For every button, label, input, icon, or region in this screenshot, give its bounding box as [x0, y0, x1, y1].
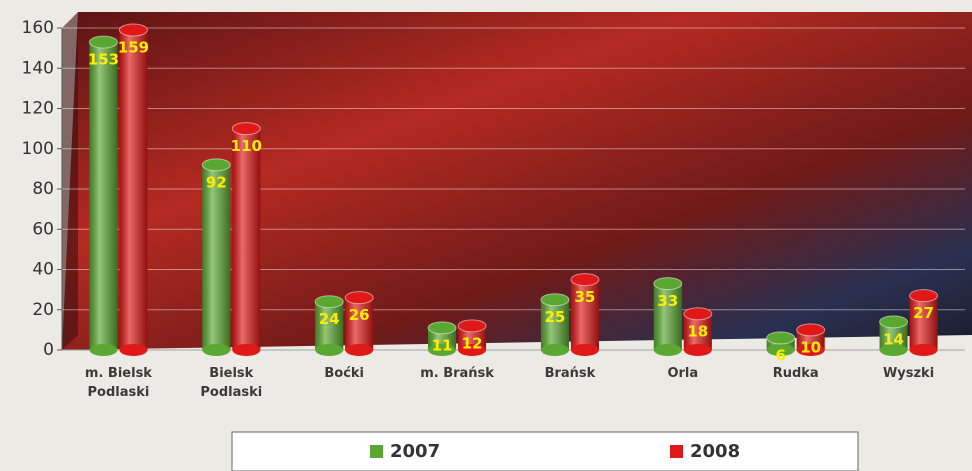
bar-base: [345, 344, 374, 356]
side-wall: [62, 12, 78, 350]
bar-base: [119, 344, 148, 356]
value-label: 6: [775, 346, 785, 364]
bar-top: [683, 307, 713, 321]
bar-shading: [232, 128, 261, 350]
bar-base: [89, 344, 118, 356]
y-tick-label: 0: [43, 340, 54, 360]
bar-top: [344, 291, 374, 305]
bar-shading: [119, 30, 148, 350]
bar-top: [796, 323, 826, 337]
value-label: 153: [88, 51, 119, 69]
bar-shading: [570, 279, 599, 350]
background-photo: [62, 12, 972, 350]
x-tick-label: Rudka: [772, 366, 819, 381]
bar-top: [427, 321, 457, 335]
y-tick-label: 100: [22, 139, 54, 159]
value-label: 33: [657, 292, 678, 310]
bar-top: [909, 289, 939, 303]
bar-base: [653, 344, 682, 356]
bar-top: [766, 331, 796, 345]
y-tick-label: 60: [32, 219, 54, 239]
legend-swatch: [670, 445, 683, 458]
bar-shading: [909, 295, 938, 350]
value-label: 12: [462, 334, 483, 352]
bar-top: [118, 23, 148, 37]
legend-label: 2008: [690, 441, 740, 462]
value-label: 14: [883, 330, 904, 348]
bar-base: [879, 344, 908, 356]
bar-top: [540, 293, 570, 307]
bar-base: [766, 344, 795, 356]
value-label: 26: [349, 306, 370, 324]
value-label: 92: [206, 173, 227, 191]
value-label: 27: [913, 304, 934, 322]
bar-base: [683, 344, 712, 356]
value-label: 18: [687, 322, 708, 340]
y-tick-label: 120: [22, 99, 54, 119]
value-label: 24: [319, 310, 340, 328]
bar-base: [458, 344, 487, 356]
bar-top: [879, 315, 909, 329]
bar-shading: [345, 297, 374, 350]
bar-shading: [653, 283, 682, 350]
bar-shading: [89, 42, 118, 351]
bar-top: [653, 277, 683, 291]
bar-base: [315, 344, 344, 356]
value-label: 110: [231, 137, 262, 155]
bar-top: [570, 273, 600, 287]
x-tick-label: Brańsk: [544, 366, 596, 381]
bar-top: [314, 295, 344, 309]
x-tick-label: Boćki: [324, 366, 365, 381]
x-tick-label: Wyszki: [882, 366, 935, 381]
x-tick-label: m. Bielsk Podlaski: [84, 366, 152, 400]
bar-base: [232, 344, 261, 356]
bar-top: [88, 35, 118, 49]
bar-shading: [202, 164, 231, 350]
bar-base: [796, 344, 825, 356]
bar-shading: [540, 299, 569, 350]
y-tick-label: 80: [32, 179, 54, 199]
bar-top: [457, 319, 487, 333]
value-label: 11: [432, 336, 453, 354]
value-label: 35: [575, 288, 596, 306]
value-label: 159: [118, 39, 149, 57]
y-tick-label: 160: [22, 18, 54, 38]
legend-label: 2007: [390, 441, 440, 462]
bar-base: [428, 344, 457, 356]
y-tick-label: 20: [32, 300, 54, 320]
bar-top: [201, 158, 231, 172]
bar-base: [909, 344, 938, 356]
legend: [231, 431, 859, 471]
bar-shading: [315, 301, 344, 350]
bar-base: [570, 344, 599, 356]
x-tick-label: Orla: [667, 366, 699, 381]
legend-swatch: [370, 445, 383, 458]
y-tick-label: 40: [32, 260, 54, 280]
y-tick-label: 140: [22, 58, 54, 78]
x-tick-label: m. Brańsk: [420, 366, 494, 381]
x-tick-label: Bielsk Podlaski: [200, 366, 263, 400]
bar-base: [540, 344, 569, 356]
value-label: 10: [800, 338, 821, 356]
value-label: 25: [545, 308, 566, 326]
bar-base: [202, 344, 231, 356]
bar-top: [231, 122, 261, 136]
